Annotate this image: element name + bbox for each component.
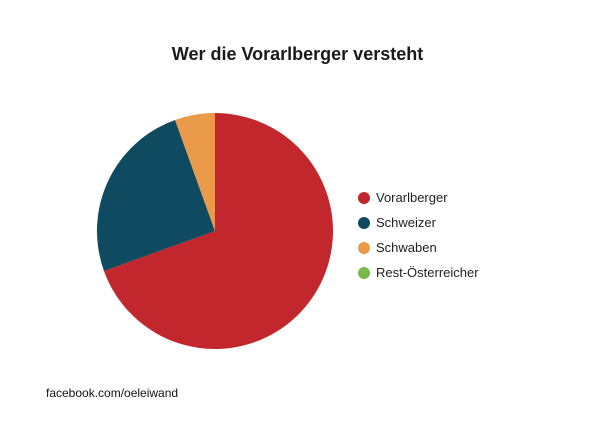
pie-slice-schwaben (175, 113, 215, 231)
legend-label-schwaben: Schwaben (376, 240, 437, 255)
legend-label-vorarlberger: Vorarlberger (376, 190, 448, 205)
facebook-source-link-text: facebook.com/oeleiwand (46, 386, 179, 400)
pie-slice-vorarlberger (103, 113, 333, 349)
legend-swatch-schwaben (358, 241, 370, 254)
pie-slice-schweizer (97, 119, 215, 271)
chart-legend: Vorarlberger Schweizer Schwaben Rest-Öst… (358, 185, 479, 285)
legend-item-schweizer: Schweizer (358, 210, 479, 235)
legend-item-vorarlberger: Vorarlberger (358, 185, 479, 210)
legend-swatch-rest-oesterreicher (358, 266, 370, 279)
legend-label-rest-oesterreicher: Rest-Österreicher (376, 265, 479, 280)
pie-chart (97, 113, 333, 349)
legend-swatch-vorarlberger (358, 191, 370, 204)
legend-item-schwaben: Schwaben (358, 235, 479, 260)
legend-swatch-schweizer (358, 216, 370, 229)
legend-item-rest-oesterreicher: Rest-Österreicher (358, 260, 479, 285)
chart-title: Wer die Vorarlberger versteht (171, 44, 424, 64)
legend-label-schweizer: Schweizer (376, 215, 436, 230)
